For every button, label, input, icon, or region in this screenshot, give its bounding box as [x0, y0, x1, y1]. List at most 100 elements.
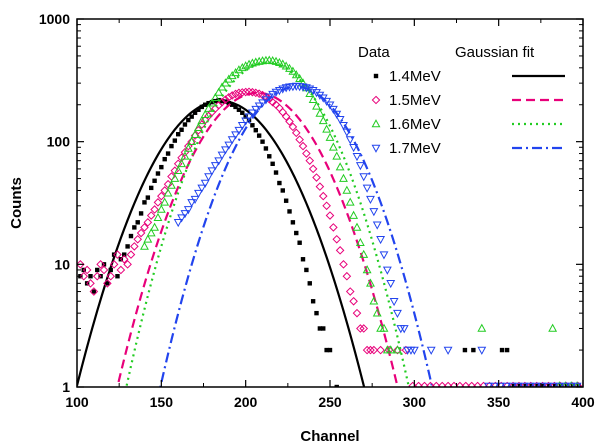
data-point-1-4mev: [91, 289, 97, 294]
data-point-1-4mev: [504, 347, 510, 353]
x-tick-label: 250: [318, 394, 342, 410]
data-point-1-6mev: [237, 62, 247, 72]
data-point-1-5mev: [150, 205, 159, 214]
data-point-1-6mev: [143, 234, 153, 243]
data-point-1-6mev: [328, 142, 338, 151]
data-point-1-4mev: [317, 326, 323, 331]
data-point-1-6mev: [359, 249, 369, 258]
data-point-1-4mev: [250, 123, 255, 128]
legend-fit-header: Gaussian fit: [455, 44, 535, 61]
legend-item-1-4mev: 1.4MeV: [373, 68, 565, 85]
data-point-1-5mev: [77, 260, 85, 269]
data-point-1-5mev: [92, 271, 102, 281]
data-point-1-4mev: [471, 347, 476, 353]
data-point-1-4mev: [219, 98, 225, 104]
data-point-1-4mev: [462, 347, 468, 353]
data-point-1-5mev: [160, 186, 170, 195]
data-point-1-4mev: [273, 170, 279, 175]
data-point-1-5mev: [322, 201, 331, 211]
data-point-1-5mev: [136, 228, 146, 238]
data-point-1-4mev: [277, 180, 282, 186]
data-point-1-5mev: [177, 153, 186, 163]
data-point-1-6mev: [288, 66, 298, 75]
series-1-7mev: [159, 82, 487, 387]
data-point-1-4mev: [149, 185, 154, 191]
data-point-1-4mev: [324, 347, 329, 353]
data-point-1-7mev: [241, 117, 251, 126]
data-point-1-5mev: [140, 223, 149, 232]
data-point-1-6mev: [349, 210, 359, 219]
data-point-1-4mev: [270, 161, 275, 167]
data-point-1-6mev: [153, 212, 163, 221]
data-point-1-6mev: [146, 228, 156, 237]
legend-label-1-4mev: 1.4MeV: [389, 68, 441, 85]
data-point-1-5mev: [227, 91, 237, 100]
data-point-1-6mev: [207, 98, 217, 107]
legend-data-header: Data: [358, 44, 390, 61]
data-point-1-6mev: [160, 197, 170, 206]
data-point-1-7mev: [207, 167, 217, 176]
data-point-1-5mev: [366, 345, 375, 355]
data-point-1-7mev: [210, 162, 220, 171]
data-point-1-6mev: [278, 59, 288, 68]
x-tick-label: 150: [150, 394, 174, 410]
data-point-1-6mev: [170, 173, 180, 182]
data-point-1-6mev: [366, 278, 375, 287]
legend-marker-1-7mev: [371, 144, 381, 153]
data-point-1-7mev: [247, 109, 257, 118]
data-point-1-5mev: [79, 271, 89, 281]
data-point-1-5mev: [224, 92, 234, 102]
legend-item-1-7mev: 1.7MeV: [371, 140, 565, 157]
data-point-1-6mev: [251, 57, 261, 66]
data-point-1-6mev: [163, 188, 173, 197]
data-point-1-5mev: [312, 173, 321, 182]
data-point-1-5mev: [295, 135, 304, 144]
data-point-1-7mev: [342, 128, 352, 137]
floor-point-1-5mev: [461, 381, 471, 387]
data-point-1-5mev: [298, 141, 308, 151]
data-point-1-6mev: [247, 58, 257, 67]
data-point-1-5mev: [329, 223, 338, 232]
data-point-1-5mev: [234, 88, 244, 98]
data-point-1-7mev: [197, 184, 207, 193]
data-point-1-5mev: [106, 271, 116, 281]
data-point-1-7mev: [187, 199, 197, 208]
data-point-1-6mev: [241, 61, 251, 70]
data-point-1-4mev: [213, 98, 218, 104]
data-point-1-7mev: [227, 136, 237, 145]
data-point-1-4mev: [159, 164, 164, 170]
data-point-1-6mev: [150, 222, 160, 231]
x-tick-label: 300: [403, 394, 427, 410]
data-point-1-7mev: [382, 266, 392, 275]
data-point-1-6mev: [305, 88, 315, 98]
data-point-1-7mev: [305, 85, 315, 94]
data-point-1-7mev: [332, 110, 342, 119]
data-point-1-6mev: [167, 180, 176, 189]
legend: Data Gaussian fit 1.4MeV 1.5MeV 1.6MeV 1.7MeV: [358, 44, 565, 157]
data-point-1-6mev: [200, 109, 210, 118]
data-point-1-7mev: [366, 195, 375, 204]
data-point-1-7mev: [376, 235, 386, 245]
data-point-1-5mev: [342, 271, 352, 281]
floor-point-1-5mev: [437, 381, 447, 387]
x-axis-title: Channel: [300, 428, 359, 445]
series-1-6mev: [125, 55, 558, 387]
data-point-1-6mev: [308, 94, 318, 103]
data-point-1-5mev: [285, 117, 294, 126]
data-point-1-5mev: [248, 87, 257, 97]
data-point-1-4mev: [202, 102, 208, 107]
data-point-1-5mev: [86, 279, 95, 288]
data-point-1-7mev: [355, 162, 365, 171]
x-tick-label: 350: [487, 394, 511, 410]
data-point-1-5mev: [130, 242, 139, 251]
data-point-1-4mev: [300, 257, 306, 262]
data-point-1-7mev: [349, 143, 359, 153]
data-point-1-4mev: [95, 267, 100, 273]
data-point-1-7mev: [409, 346, 419, 355]
data-point-1-7mev: [443, 346, 453, 355]
data-point-1-6mev: [295, 73, 305, 83]
data-point-1-5mev: [359, 324, 369, 333]
data-point-1-7mev: [369, 208, 379, 217]
data-point-1-6mev: [156, 204, 166, 213]
